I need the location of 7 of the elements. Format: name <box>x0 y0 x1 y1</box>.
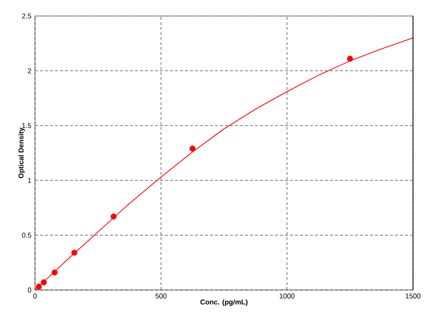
point <box>71 250 78 256</box>
point <box>52 269 58 276</box>
point <box>346 56 353 62</box>
point <box>110 214 117 220</box>
point <box>40 279 47 286</box>
point <box>190 146 196 152</box>
point <box>36 284 42 290</box>
